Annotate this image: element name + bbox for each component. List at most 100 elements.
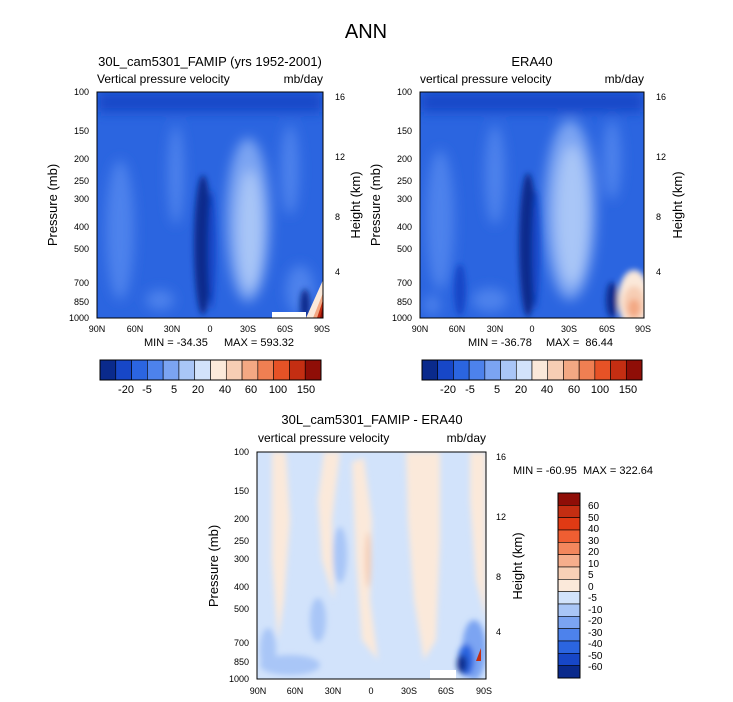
colorbar-label: 150: [619, 384, 637, 396]
panel-title: 30L_cam5301_FAMIP - ERA40: [281, 412, 462, 427]
panel-difference: 30L_cam5301_FAMIP - ERA40 vertical press…: [206, 412, 653, 696]
y-tick-label: 100: [397, 87, 412, 97]
colorbar-box: [500, 359, 517, 381]
y2-axis-title: Height (km): [348, 171, 363, 238]
colorbar-label: 5: [588, 570, 594, 581]
colorbar-box: [304, 359, 322, 381]
colorbar-label: 100: [269, 384, 287, 396]
min-label: MIN = -34.35: [144, 337, 208, 349]
x-tick-label: 60N: [449, 324, 466, 334]
colorbar: -20 -5 5 20 40 60 100 150: [421, 359, 643, 396]
minmax-label: MIN = -60.95 MAX = 322.64: [513, 465, 653, 477]
x-tick-label: 90N: [89, 324, 106, 334]
colorbar-box: [557, 628, 581, 642]
y-tick-label: 500: [234, 604, 249, 614]
colorbar-box: [557, 554, 581, 568]
y2-axis-title: Height (km): [670, 171, 685, 238]
colorbar-box: [531, 359, 549, 381]
y2-ticks: 16 12 8 4: [496, 452, 506, 637]
x-ticks: 90N 60N 30N 0 30S 60S 90S: [412, 324, 651, 334]
y2-axis-title: Height (km): [510, 532, 525, 599]
colorbar-label: -50: [588, 651, 603, 662]
panel-title: ERA40: [511, 54, 552, 69]
colorbar-label: 60: [568, 384, 580, 396]
colorbar-box: [557, 579, 581, 592]
x-ticks: 90N 60N 30N 0 30S 60S 90S: [250, 686, 492, 696]
colorbar-label: 30: [588, 536, 600, 547]
colorbar-box: [557, 603, 581, 617]
y-tick-label: 100: [234, 447, 249, 457]
colorbar: 60 50 40 30 20 10 5 0 -5 -10 -20 -30 -40…: [557, 492, 603, 679]
y-tick-label: 150: [74, 126, 89, 136]
x-tick-label: 90N: [250, 686, 267, 696]
colorbar-box: [194, 359, 211, 381]
colorbar-boxes: [99, 359, 322, 381]
colorbar-label: 40: [588, 524, 600, 535]
main-title: ANN: [345, 21, 387, 43]
colorbar-box: [210, 359, 227, 381]
colorbar-label: 100: [591, 384, 609, 396]
x-tick-label: 0: [368, 686, 373, 696]
x-tick-label: 90S: [635, 324, 651, 334]
colorbar-box: [131, 359, 148, 381]
y2-tick-label: 8: [496, 572, 501, 582]
y-tick-label: 400: [74, 222, 89, 232]
y-ticks: 100 150 200 250 300 400 500 700 850 1000: [69, 87, 89, 323]
x-tick-label: 90N: [412, 324, 429, 334]
colorbar-box: [547, 359, 564, 381]
colorbar-box: [557, 529, 581, 543]
colorbar-box: [557, 492, 581, 506]
y2-tick-label: 12: [335, 152, 345, 162]
colorbar-boxes: [421, 359, 643, 381]
y-tick-label: 500: [397, 244, 412, 254]
y-tick-label: 700: [397, 278, 412, 288]
y-axis-title: Pressure (mb): [45, 164, 60, 246]
y-tick-label: 250: [397, 176, 412, 186]
colorbar-label: 60: [588, 501, 600, 512]
right-label: mb/day: [447, 431, 486, 445]
x-tick-label: 30S: [240, 324, 256, 334]
colorbar-box: [578, 359, 596, 381]
colorbar-label: 5: [494, 384, 500, 396]
y-tick-label: 200: [74, 154, 89, 164]
y-tick-label: 850: [397, 297, 412, 307]
max-label: MAX = 593.32: [224, 337, 294, 349]
colorbar-box: [625, 359, 643, 381]
y-tick-label: 200: [397, 154, 412, 164]
colorbar-box: [610, 359, 627, 381]
y-tick-label: 500: [74, 244, 89, 254]
left-label: Vertical pressure velocity: [97, 72, 230, 86]
y-tick-label: 250: [234, 536, 249, 546]
colorbar-label: 40: [541, 384, 553, 396]
colorbar-box: [225, 359, 243, 381]
x-tick-label: 60S: [277, 324, 293, 334]
colorbar-box: [557, 517, 581, 531]
colorbar-box: [437, 359, 454, 381]
x-tick-label: 30S: [561, 324, 577, 334]
colorbar-label: 20: [588, 547, 600, 558]
y-tick-label: 300: [397, 194, 412, 204]
x-tick-label: 30N: [325, 686, 342, 696]
colorbar-box: [557, 640, 581, 654]
colorbar-box: [468, 359, 486, 381]
colorbar-box: [557, 566, 581, 580]
y-tick-label: 850: [234, 657, 249, 667]
y2-tick-label: 8: [335, 212, 340, 222]
x-tick-label: 30N: [164, 324, 181, 334]
colorbar-label: -5: [142, 384, 152, 396]
colorbar-label: -60: [588, 662, 603, 673]
max-label: MAX = 86.44: [546, 337, 613, 349]
colorbar-label: 5: [171, 384, 177, 396]
y-ticks: 100 150 200 250 300 400 500 700 850 1000: [229, 447, 249, 684]
y-tick-label: 1000: [69, 313, 89, 323]
colorbar-box: [557, 591, 581, 605]
colorbar-label: 60: [245, 384, 257, 396]
colorbar-label: -40: [588, 639, 603, 650]
y-tick-label: 400: [397, 222, 412, 232]
y-tick-label: 100: [74, 87, 89, 97]
y-tick-label: 700: [234, 638, 249, 648]
colorbar-label: 0: [588, 582, 594, 593]
left-label: vertical pressure velocity: [420, 72, 551, 86]
x-tick-label: 60S: [438, 686, 454, 696]
